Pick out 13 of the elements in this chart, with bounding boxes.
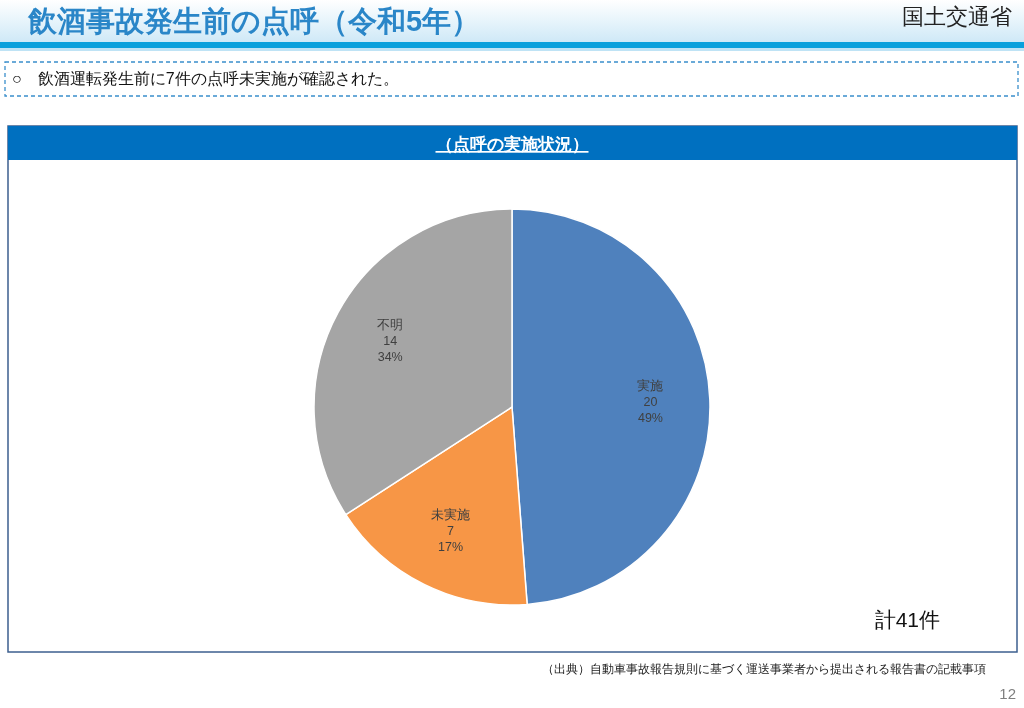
slice-label: 未実施 — [431, 507, 470, 523]
text: （出典）自動車事故報告規則に基づく運送事業者から提出される報告書の記載事項 — [542, 663, 986, 676]
slice-label: 不明 — [377, 317, 404, 332]
text: 国土交通省 — [902, 4, 1012, 29]
slice-label: 実施 — [637, 377, 664, 393]
data-label: 7 17% — [437, 524, 464, 555]
text: 計41件 — [874, 608, 940, 631]
text: （点呼の実施状況） — [435, 135, 589, 154]
text: 12 — [999, 685, 1016, 702]
data-label: 14 34% — [377, 333, 403, 364]
data-label: 20 49% — [637, 394, 664, 425]
chart-subtitle: ○ 飲酒運転発生前に7件の点呼未実施が確認された。 — [12, 70, 399, 87]
chart-title: 飲酒事故発生前の点呼（令和5年） — [27, 5, 481, 37]
